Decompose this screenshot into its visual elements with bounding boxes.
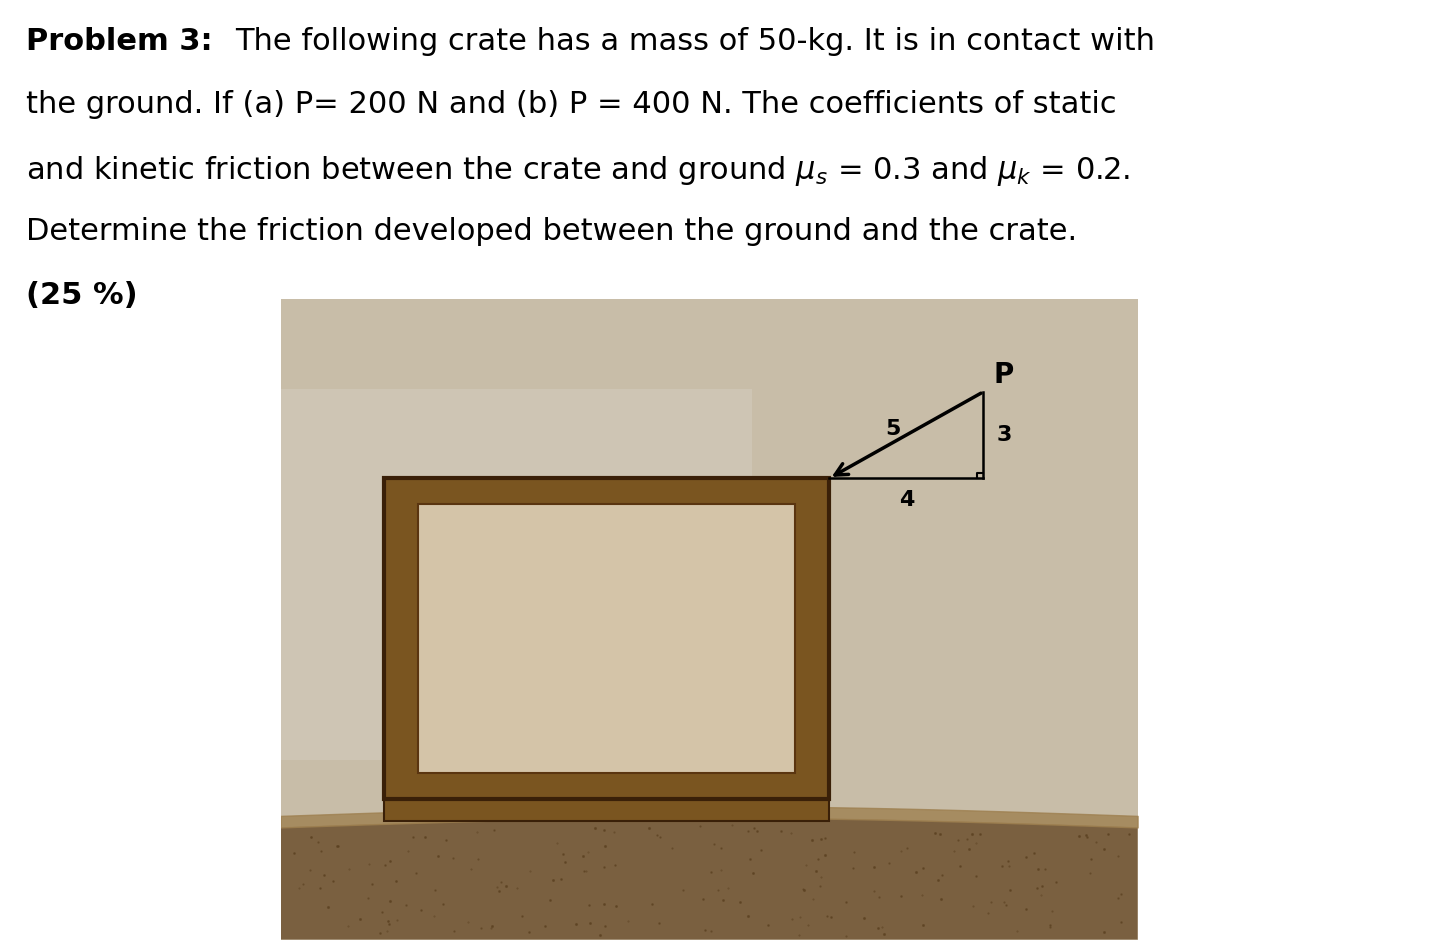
Text: 4: 4	[899, 490, 914, 510]
Text: The following crate has a mass of 50-kg. It is in contact with: The following crate has a mass of 50-kg.…	[235, 27, 1155, 56]
Text: Determine the friction developed between the ground and the crate.: Determine the friction developed between…	[26, 217, 1077, 247]
Text: and kinetic friction between the crate and ground $\mu_s$ = 0.3 and $\mu_{k}$ = : and kinetic friction between the crate a…	[26, 154, 1130, 188]
Text: (25 %): (25 %)	[26, 281, 138, 310]
Text: the ground. If (a) P= 200 N and (b) P = 400 N. The coefficients of static: the ground. If (a) P= 200 N and (b) P = …	[26, 90, 1116, 120]
Bar	[418, 504, 795, 772]
Bar	[383, 799, 829, 821]
Bar	[281, 389, 752, 760]
Polygon shape	[281, 818, 1138, 940]
Text: 3: 3	[996, 425, 1012, 445]
Text: Problem 3:: Problem 3:	[26, 27, 213, 56]
Bar	[383, 478, 829, 798]
Text: P: P	[994, 361, 1014, 388]
Text: 5: 5	[886, 419, 901, 438]
